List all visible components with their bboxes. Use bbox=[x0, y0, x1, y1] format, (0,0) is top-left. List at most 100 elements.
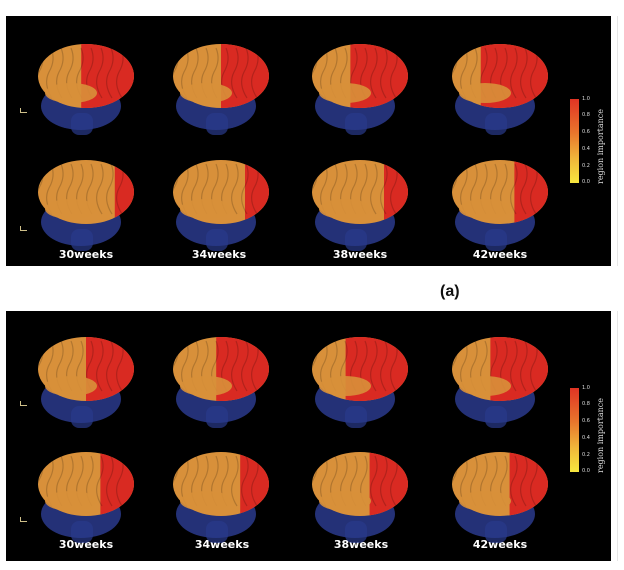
temporal-lobe-region bbox=[45, 83, 97, 103]
brain-render-icon bbox=[173, 337, 269, 428]
gyrus-line bbox=[370, 47, 378, 99]
temporal-lobe-region bbox=[319, 491, 371, 511]
brainstem-region bbox=[71, 113, 93, 135]
gyrus-line bbox=[106, 47, 114, 99]
colorbar-tick: 0.6 bbox=[582, 418, 590, 424]
panel-b: 1.0 0.8 0.6 0.4 0.2 0.0 region importanc… bbox=[6, 311, 611, 561]
brainstem-region bbox=[345, 406, 367, 428]
brainstem-region bbox=[206, 113, 228, 135]
colorbar-icon bbox=[570, 388, 579, 472]
brainstem-region bbox=[485, 521, 507, 543]
gyrus-line bbox=[510, 340, 518, 392]
brainstem-region bbox=[71, 406, 93, 428]
brain-render-icon bbox=[312, 44, 408, 135]
gyrus-line bbox=[241, 163, 249, 215]
temporal-lobe-region bbox=[45, 199, 97, 219]
brainstem-region bbox=[71, 229, 93, 251]
brain-render-icon bbox=[173, 160, 269, 251]
gyrus-line bbox=[231, 340, 239, 392]
brainstem-region bbox=[345, 521, 367, 543]
panel-a: 1.0 0.8 0.6 0.4 0.2 0.0 region importanc… bbox=[6, 16, 611, 266]
temporal-lobe-region bbox=[319, 376, 371, 396]
gyrus-line bbox=[510, 455, 518, 507]
brain-render-icon bbox=[38, 337, 134, 428]
gyrus-line bbox=[370, 340, 378, 392]
brain-render-icon bbox=[452, 160, 548, 251]
panel-a-label: (a) bbox=[440, 283, 460, 300]
brainstem-region bbox=[206, 229, 228, 251]
brain-render-icon bbox=[452, 44, 548, 135]
orientation-axis-icon bbox=[20, 517, 27, 522]
brain-render-icon bbox=[173, 452, 269, 543]
gyrus-line bbox=[106, 163, 114, 215]
gyrus-line bbox=[231, 47, 239, 99]
gyrus-line bbox=[380, 163, 388, 215]
temporal-lobe-region bbox=[180, 199, 232, 219]
gyrus-line bbox=[520, 47, 528, 99]
brain-render-icon bbox=[312, 337, 408, 428]
gyrus-line bbox=[520, 455, 528, 507]
gyrus-line bbox=[96, 340, 104, 392]
temporal-lobe-region bbox=[180, 491, 232, 511]
colorbar-tick: 0.2 bbox=[582, 163, 590, 169]
colorbar-icon bbox=[570, 99, 579, 183]
gyrus-line bbox=[241, 47, 249, 99]
brain-render-icon bbox=[38, 160, 134, 251]
brain-render-icon bbox=[38, 44, 134, 135]
gyrus-line bbox=[520, 163, 528, 215]
gyrus-line bbox=[96, 163, 104, 215]
week-label: 38weeks bbox=[333, 538, 389, 551]
brainstem-region bbox=[206, 521, 228, 543]
brainstem-region bbox=[485, 406, 507, 428]
page-edge-line bbox=[617, 311, 618, 561]
gyrus-line bbox=[241, 340, 249, 392]
page-edge-line bbox=[617, 16, 618, 266]
brainstem-region bbox=[206, 406, 228, 428]
gyrus-line bbox=[380, 47, 388, 99]
colorbar-title: region importance bbox=[596, 397, 605, 473]
brainstem-region bbox=[345, 113, 367, 135]
week-label: 42weeks bbox=[472, 538, 528, 551]
gyrus-line bbox=[510, 47, 518, 99]
gyrus-line bbox=[106, 340, 114, 392]
brain-render-icon bbox=[452, 337, 548, 428]
brainstem-region bbox=[485, 229, 507, 251]
orientation-axis-icon bbox=[20, 226, 27, 231]
week-label: 30weeks bbox=[58, 538, 114, 551]
colorbar-tick: 0.6 bbox=[582, 129, 590, 135]
gyrus-line bbox=[370, 163, 378, 215]
colorbar-tick: 0.8 bbox=[582, 112, 590, 118]
gyrus-line bbox=[231, 455, 239, 507]
gyrus-line bbox=[241, 455, 249, 507]
brain-render-icon bbox=[312, 160, 408, 251]
brainstem-region bbox=[71, 521, 93, 543]
brain-render-icon bbox=[452, 452, 548, 543]
week-label: 34weeks bbox=[194, 538, 250, 551]
temporal-lobe-region bbox=[180, 376, 232, 396]
orientation-axis-icon bbox=[20, 401, 27, 406]
gyrus-line bbox=[370, 455, 378, 507]
colorbar-tick: 1.0 bbox=[582, 96, 590, 102]
week-label: 30weeks bbox=[58, 248, 114, 261]
brain-render-icon bbox=[38, 452, 134, 543]
gyrus-line bbox=[96, 455, 104, 507]
gyrus-line bbox=[96, 47, 104, 99]
colorbar-tick: 0.2 bbox=[582, 452, 590, 458]
temporal-lobe-region bbox=[459, 376, 511, 396]
temporal-lobe-region bbox=[319, 199, 371, 219]
temporal-lobe-region bbox=[459, 199, 511, 219]
temporal-lobe-region bbox=[180, 83, 232, 103]
temporal-lobe-region bbox=[319, 83, 371, 103]
temporal-lobe-region bbox=[459, 83, 511, 103]
week-label: 38weeks bbox=[332, 248, 388, 261]
colorbar-tick: 0.8 bbox=[582, 401, 590, 407]
week-label: 34weeks bbox=[191, 248, 247, 261]
temporal-lobe-region bbox=[459, 491, 511, 511]
week-label: 42weeks bbox=[472, 248, 528, 261]
colorbar-tick: 0.0 bbox=[582, 468, 590, 474]
gyrus-line bbox=[520, 340, 528, 392]
colorbar-tick: 0.4 bbox=[582, 435, 590, 441]
gyrus-line bbox=[106, 455, 114, 507]
gyrus-line bbox=[510, 163, 518, 215]
brainstem-region bbox=[345, 229, 367, 251]
